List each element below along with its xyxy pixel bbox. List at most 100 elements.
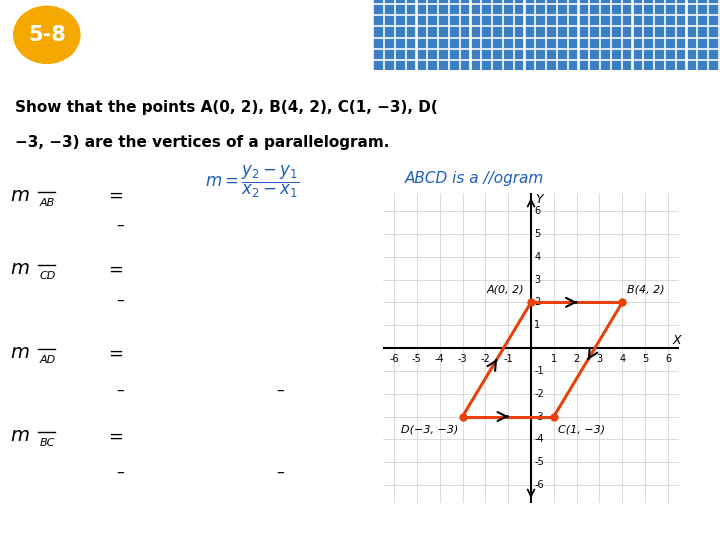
Bar <box>439 39 448 48</box>
Bar <box>688 16 696 25</box>
Bar <box>472 61 480 70</box>
Text: BC: BC <box>40 438 55 448</box>
Bar <box>461 5 469 14</box>
Bar <box>472 5 480 14</box>
Text: Show that the points A(0, 2), B(4, 2), C(1, −3), D(: Show that the points A(0, 2), B(4, 2), C… <box>15 100 438 115</box>
Text: 4: 4 <box>619 354 626 364</box>
Text: D(−3, −3): D(−3, −3) <box>400 424 458 435</box>
Bar <box>590 28 599 37</box>
Bar <box>547 61 556 70</box>
Bar <box>666 39 675 48</box>
Bar <box>385 39 394 48</box>
Bar <box>644 0 653 3</box>
Bar <box>580 5 588 14</box>
Bar <box>612 28 621 37</box>
Bar <box>396 61 405 70</box>
Bar <box>472 16 480 25</box>
Bar <box>698 28 707 37</box>
Text: −3, −3) are the vertices of a parallelogram.: −3, −3) are the vertices of a parallelog… <box>15 135 390 150</box>
Bar <box>428 16 437 25</box>
Bar <box>688 0 696 3</box>
Bar <box>666 61 675 70</box>
Bar <box>418 39 426 48</box>
Bar <box>677 39 685 48</box>
Bar <box>418 28 426 37</box>
Bar <box>634 28 642 37</box>
Bar <box>396 39 405 48</box>
Bar <box>558 0 567 3</box>
Bar <box>569 28 577 37</box>
Bar <box>407 0 415 3</box>
Text: B(4, 2): B(4, 2) <box>627 285 665 294</box>
Bar <box>698 0 707 3</box>
Bar <box>472 50 480 59</box>
Bar <box>558 61 567 70</box>
Bar <box>526 61 534 70</box>
Bar <box>504 16 513 25</box>
Bar <box>536 16 545 25</box>
Bar <box>407 5 415 14</box>
Text: C(1, −3): C(1, −3) <box>559 424 606 435</box>
Bar <box>515 50 523 59</box>
Bar <box>385 16 394 25</box>
Text: 3: 3 <box>596 354 603 364</box>
Bar <box>385 0 394 3</box>
Text: –: – <box>446 383 454 398</box>
Bar <box>644 16 653 25</box>
Bar <box>698 5 707 14</box>
Bar <box>472 28 480 37</box>
Bar <box>547 5 556 14</box>
Bar <box>590 61 599 70</box>
Bar <box>482 28 491 37</box>
Bar <box>374 39 383 48</box>
Bar <box>698 16 707 25</box>
Text: -5: -5 <box>412 354 422 364</box>
Bar <box>385 61 394 70</box>
Bar <box>450 39 459 48</box>
Bar <box>472 39 480 48</box>
Bar <box>526 39 534 48</box>
Bar <box>385 5 394 14</box>
Bar <box>709 16 718 25</box>
Bar <box>385 28 394 37</box>
Bar <box>666 50 675 59</box>
Bar <box>493 0 502 3</box>
Bar <box>374 0 383 3</box>
Bar <box>580 0 588 3</box>
Text: $=$: $=$ <box>105 343 124 361</box>
Bar <box>515 61 523 70</box>
Bar <box>644 61 653 70</box>
Bar <box>558 28 567 37</box>
Bar <box>526 50 534 59</box>
Text: $m$: $m$ <box>10 426 30 445</box>
Bar <box>709 39 718 48</box>
Bar <box>666 28 675 37</box>
Bar <box>407 39 415 48</box>
Bar <box>709 5 718 14</box>
Bar <box>569 39 577 48</box>
Bar <box>623 5 631 14</box>
Text: -1: -1 <box>503 354 513 364</box>
Bar <box>418 16 426 25</box>
Bar <box>666 16 675 25</box>
Bar <box>407 61 415 70</box>
Bar <box>493 50 502 59</box>
Bar <box>396 16 405 25</box>
Text: –: – <box>276 383 284 398</box>
Bar <box>623 16 631 25</box>
Bar <box>439 5 448 14</box>
Text: 2: 2 <box>574 354 580 364</box>
Bar <box>655 61 664 70</box>
Text: CD: CD <box>40 271 56 281</box>
Bar <box>482 39 491 48</box>
Bar <box>504 50 513 59</box>
Bar <box>601 28 610 37</box>
Bar <box>558 50 567 59</box>
Bar <box>418 50 426 59</box>
Text: Holt Algebra 1: Holt Algebra 1 <box>7 520 97 530</box>
Bar <box>428 0 437 3</box>
Text: -4: -4 <box>534 434 544 444</box>
Bar <box>547 28 556 37</box>
Text: 1: 1 <box>534 320 541 330</box>
Bar <box>677 61 685 70</box>
